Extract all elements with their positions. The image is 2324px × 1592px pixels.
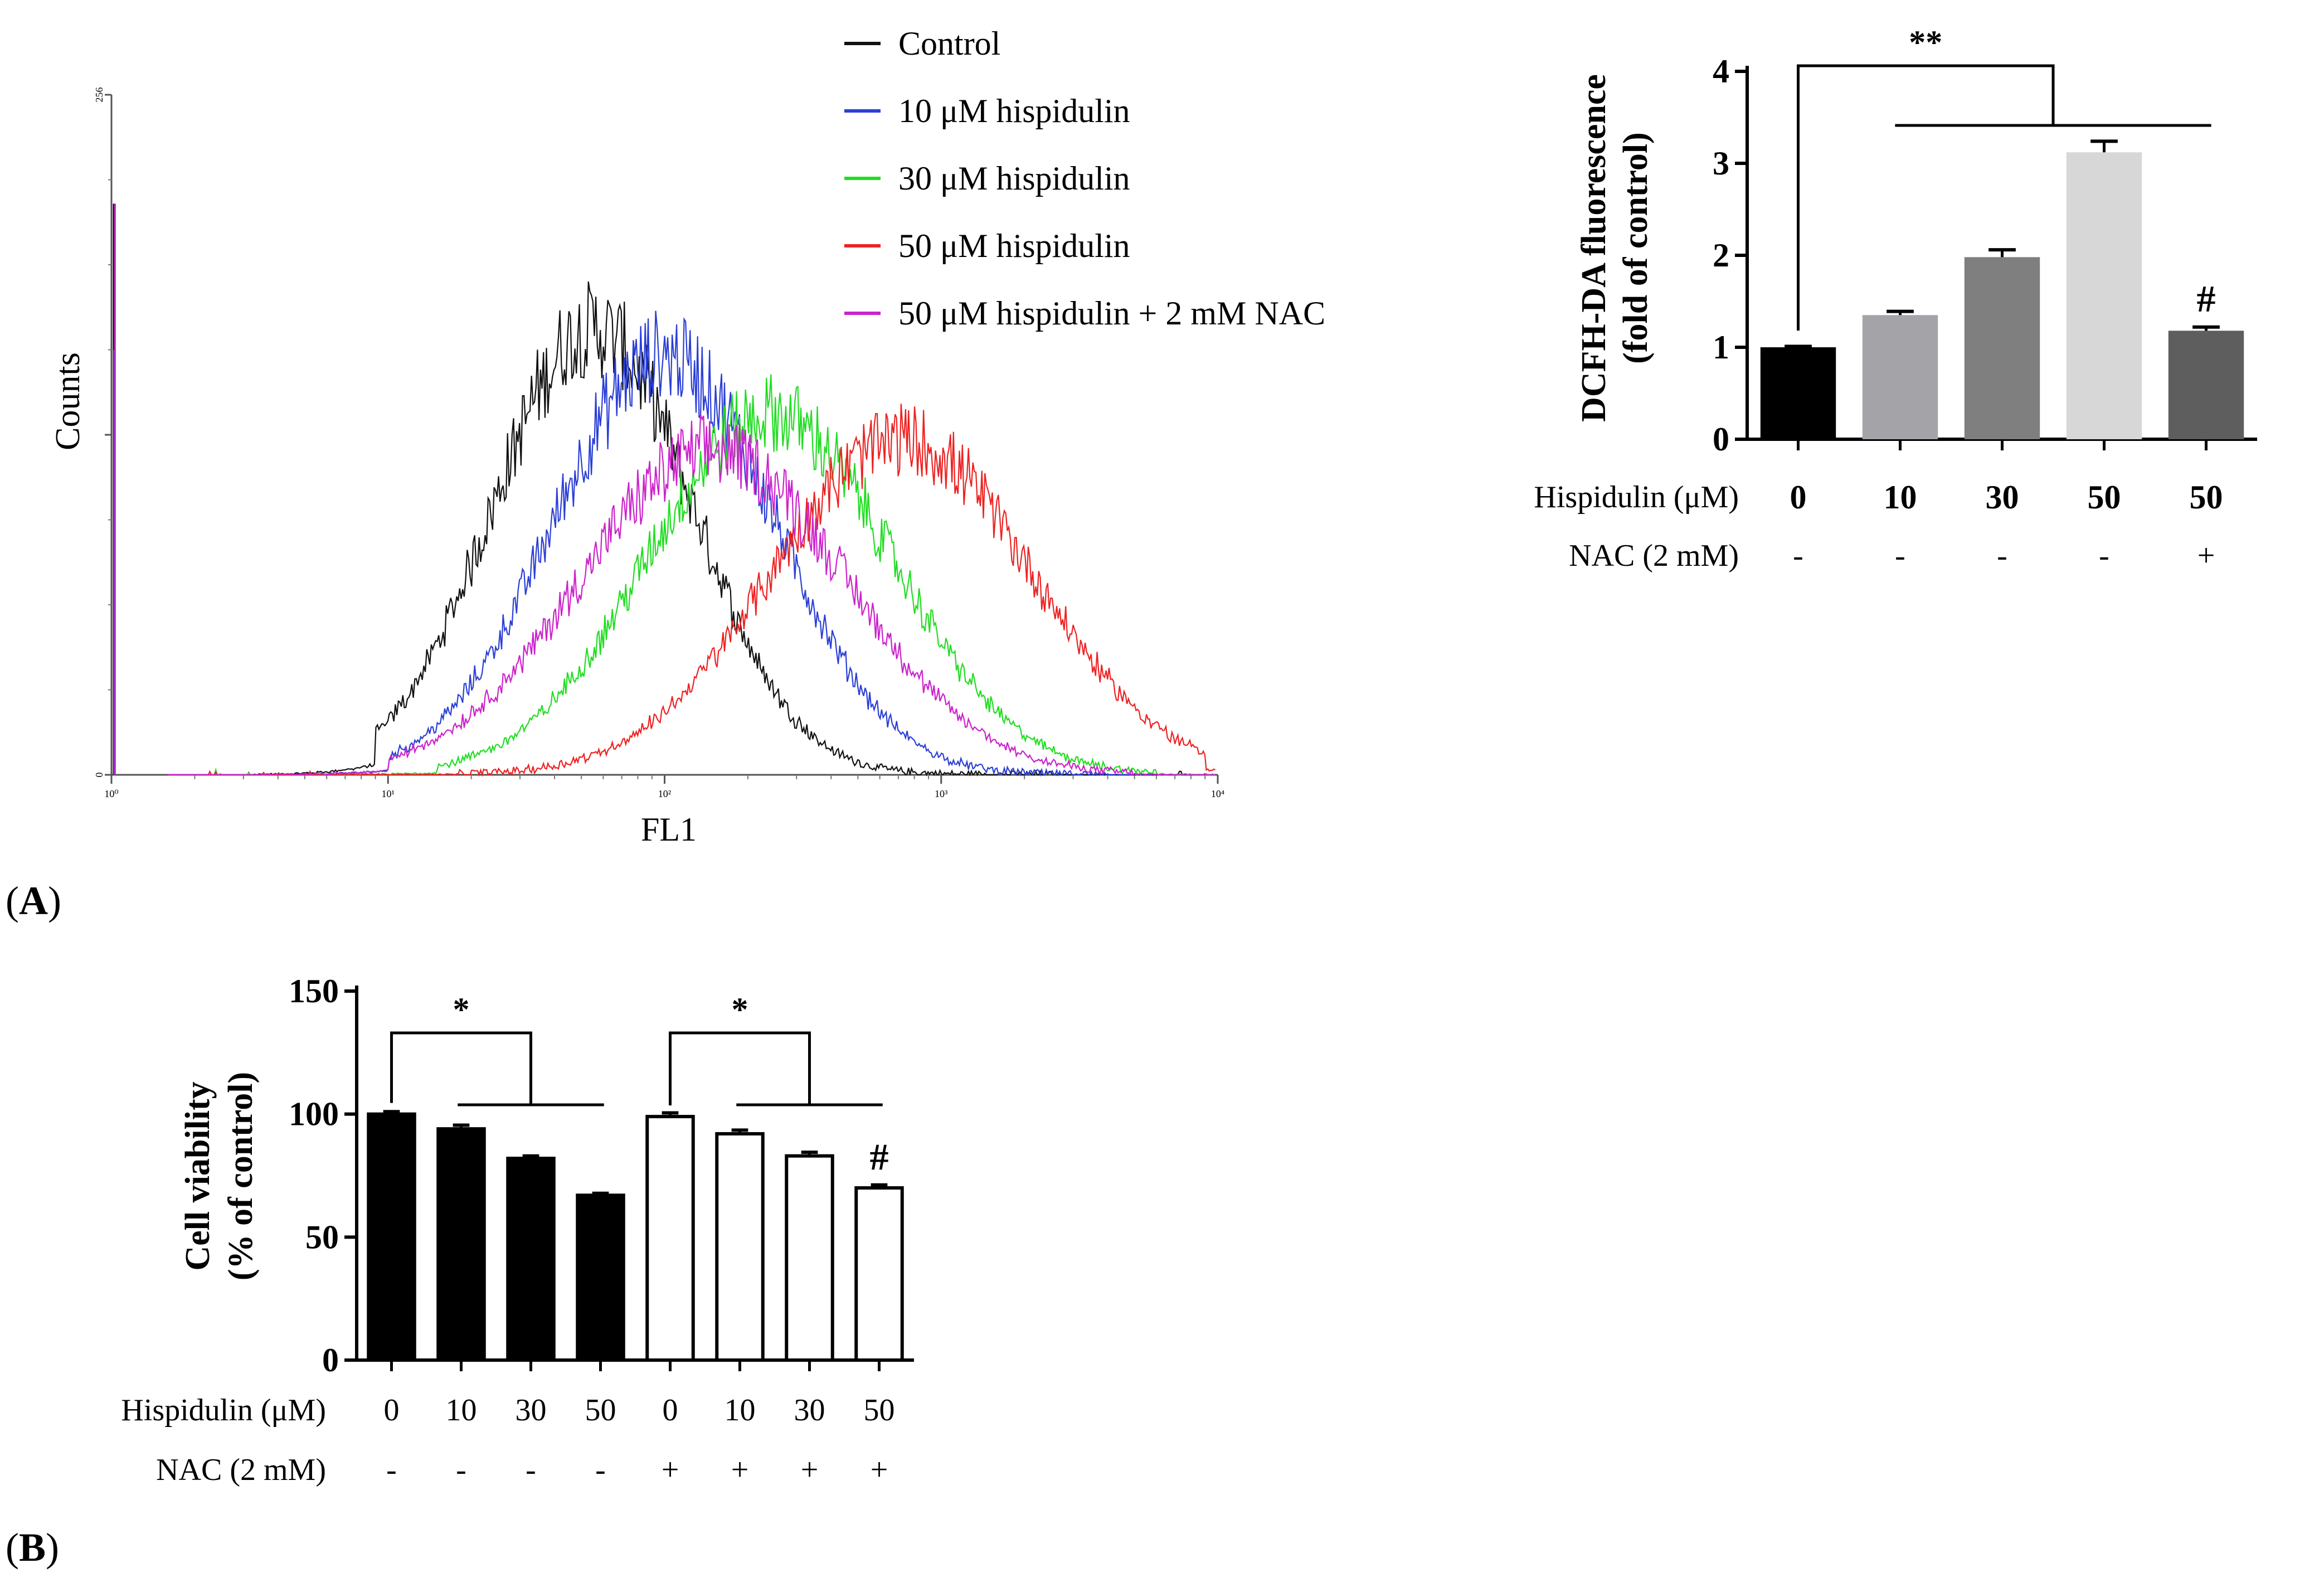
dcfh-nac-sign: - (2099, 538, 2109, 573)
viab-hispidulin-dose: 0 (663, 1393, 678, 1428)
viab-nac-sign: - (595, 1453, 606, 1487)
viab-nac-sign: + (801, 1453, 819, 1487)
viab-nac-sign: - (386, 1453, 397, 1487)
viab-bar (436, 1127, 486, 1362)
legend-label: 10 μM hispidulin (898, 93, 1130, 129)
viab-significance-bracket (669, 1031, 811, 1106)
dcfh-nac-sign: + (2197, 538, 2215, 573)
viab-nac-sign: - (526, 1453, 536, 1487)
viab-hispidulin-dose: 50 (585, 1393, 616, 1428)
dcfh-hispidulin-dose: 0 (1790, 479, 1807, 516)
dcfh-y-axis-label-line2: (fold of control) (1617, 132, 1655, 364)
dcfh-y-tick-label: 2 (1713, 237, 1729, 274)
histogram-legend: Control 10 μM hispidulin 30 μM hispidulin 5… (844, 25, 1325, 332)
dcfh-hispidulin-dose: 10 (1884, 479, 1917, 516)
viab-y-tick-label: 150 (289, 973, 339, 1009)
viability-bar-chart: Cell viability (% of control) Hispidulin… (121, 973, 914, 1487)
viab-y-tick-label: 50 (305, 1219, 339, 1255)
viab-hispidulin-dose: 30 (794, 1393, 825, 1428)
dcfh-row-label-hispidulin: Hispidulin (μM) (1534, 480, 1739, 515)
viab-y-tick-label: 0 (322, 1342, 339, 1379)
dcfh-y-tick-label: 4 (1713, 53, 1729, 90)
viab-hash-label: # (870, 1135, 889, 1178)
histogram-series-line (168, 414, 1216, 776)
dcfh-bar (2066, 152, 2142, 439)
histogram-x-axis-label: FL1 (641, 811, 697, 848)
dcfh-hispidulin-dose: 30 (1986, 479, 2019, 516)
viab-hispidulin-dose: 50 (864, 1393, 895, 1428)
legend-label: 50 μM hispidulin + 2 mM NAC (898, 295, 1325, 332)
dcfh-y-axis-label-line1: DCFH-DA fluorescence (1575, 74, 1613, 422)
viab-nac-sign: - (456, 1453, 466, 1487)
dcfh-bar (1964, 257, 2040, 439)
viab-bar (645, 1115, 695, 1362)
viability-row-label-hispidulin: Hispidulin (μM) (121, 1393, 326, 1428)
viability-y-axis-label-line2: (% of control) (222, 1072, 260, 1280)
histogram-series-line (168, 404, 1216, 777)
histogram-y-axis-label: Counts (49, 352, 87, 450)
legend-label: Control (898, 25, 1000, 62)
dcfh-y-tick-label: 1 (1713, 329, 1729, 366)
dcfh-nac-sign: - (1895, 538, 1905, 573)
viab-nac-sign: + (871, 1453, 888, 1487)
dcfh-y-tick-label: 3 (1713, 145, 1729, 182)
dcfh-hispidulin-dose: 50 (2190, 479, 2223, 516)
viability-y-axis-label-line1: Cell viability (179, 1081, 217, 1270)
dcfh-bar (1760, 347, 1836, 439)
dcfh-significance-label: ** (1909, 24, 1942, 61)
dcfh-hispidulin-dose: 50 (2088, 479, 2121, 516)
viab-hispidulin-dose: 10 (446, 1393, 477, 1428)
legend-label: 30 μM hispidulin (898, 160, 1130, 197)
viab-bar (854, 1186, 904, 1362)
histogram-x-tick-label: 10¹ (382, 788, 395, 799)
viab-bar (785, 1154, 834, 1362)
histogram-x-tick-label: 10³ (935, 788, 948, 799)
dcfh-nac-sign: - (1997, 538, 2007, 573)
dcfh-nac-sign: - (1793, 538, 1803, 573)
viab-significance-label: * (732, 991, 748, 1028)
histogram-x-tick-label: 10² (658, 788, 671, 799)
viab-y-tick-label: 100 (289, 1096, 339, 1133)
panel-b-label: (B) (6, 1525, 59, 1570)
histogram-y-tick-label: 0 (94, 773, 105, 778)
dcfh-bar (1862, 315, 1938, 439)
viab-bar (576, 1193, 625, 1362)
dcfh-bar-chart: DCFH-DA fluorescence (fold of control) H… (1534, 24, 2257, 573)
viability-row-label-nac: NAC (2 mM) (156, 1453, 326, 1487)
viab-nac-sign: + (662, 1453, 679, 1487)
panel-a-label: (A) (6, 878, 61, 923)
dcfh-bar (2168, 331, 2244, 439)
viab-bar (506, 1157, 556, 1362)
viab-bar (715, 1132, 765, 1362)
legend-label: 50 μM hispidulin (898, 227, 1130, 264)
histogram-chart: Counts FL1 10⁰ 10¹ 10² 10³ 10⁴ 0 256 Control 10… (49, 25, 1325, 848)
histogram-x-tick-label: 10⁴ (1211, 788, 1224, 799)
histogram-series-line (168, 310, 1216, 777)
viab-significance-bracket (390, 1031, 532, 1105)
viab-nac-sign: + (731, 1453, 749, 1487)
histogram-y-tick-label: 256 (94, 88, 105, 103)
dcfh-significance-bracket (1797, 64, 2055, 331)
dcfh-y-tick-label: 0 (1713, 421, 1729, 458)
viab-hispidulin-dose: 10 (725, 1393, 756, 1428)
viab-bar (367, 1112, 416, 1362)
histogram-x-tick-label: 10⁰ (104, 788, 118, 799)
viab-hispidulin-dose: 30 (516, 1393, 547, 1428)
dcfh-row-label-nac: NAC (2 mM) (1569, 538, 1739, 573)
dcfh-hash-label: # (2197, 278, 2216, 320)
viab-significance-label: * (453, 991, 470, 1028)
viab-hispidulin-dose: 0 (384, 1393, 400, 1428)
